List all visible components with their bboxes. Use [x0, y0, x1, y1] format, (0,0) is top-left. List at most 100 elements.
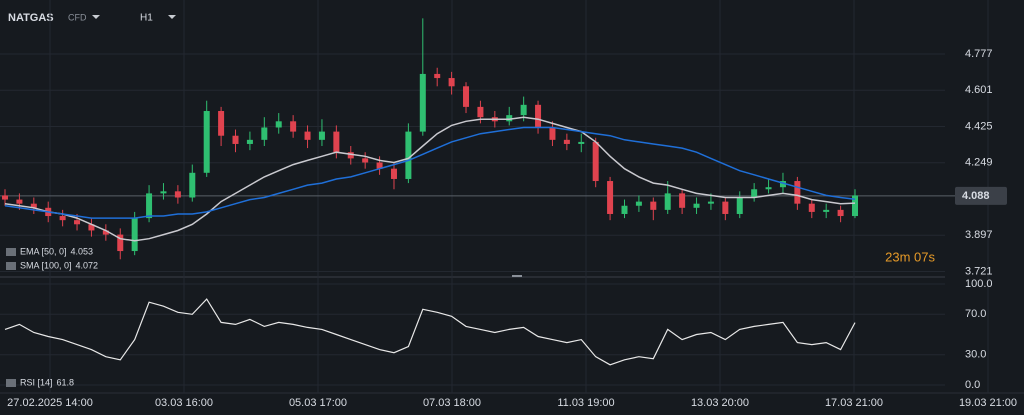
candle-body [160, 191, 167, 194]
candle-body [535, 104, 542, 128]
candle-body [765, 187, 772, 190]
candle-body [232, 135, 239, 144]
candle-body [463, 86, 470, 107]
indicator-line [4, 116, 856, 242]
candle-body [664, 193, 671, 210]
candle-body [794, 181, 801, 204]
timeframe[interactable]: H1 [140, 13, 153, 24]
candle-body [808, 203, 815, 212]
candle-body [419, 73, 426, 132]
plot-layer: 27.02.2025 14:00 03.03 16:00 05.03 17:00 07… [0, 0, 1017, 409]
rsi-line [4, 298, 856, 366]
candle-body [74, 220, 81, 225]
candle-body [448, 78, 455, 87]
panel-resize-handle[interactable] [512, 275, 522, 277]
candle-body [751, 189, 758, 198]
x-tick-label: 03.03 16:00 [155, 397, 213, 409]
legend-icon [6, 248, 16, 256]
y-tick-label: 4.425 [965, 120, 993, 132]
legend-icon [6, 379, 16, 387]
y-tick-label: 4.777 [965, 48, 993, 60]
candle-body [823, 209, 830, 212]
candle-body [376, 162, 383, 169]
candle-body [88, 224, 95, 231]
legend-name: SMA [100, 0] [20, 260, 72, 270]
candle-body [30, 203, 37, 208]
candle-body [506, 115, 513, 122]
candle-body [520, 104, 527, 116]
candle-body [16, 199, 23, 204]
candle-body [174, 191, 181, 198]
x-tick-label: 07.03 18:00 [423, 397, 481, 409]
rsi-legend-value: 61.8 [57, 377, 75, 387]
candle-body [102, 230, 109, 235]
candle-body [117, 234, 124, 252]
candle-body [549, 127, 556, 140]
candle-body [650, 201, 657, 210]
y-tick-label: 4.249 [965, 157, 993, 169]
y-tick-label: 3.897 [965, 229, 993, 241]
rsi-legend-name: RSI [14] [20, 377, 53, 387]
candle-body [290, 121, 297, 132]
candle-body [146, 193, 153, 219]
y-tick-label: 30.0 [965, 349, 986, 361]
candle-body [189, 172, 196, 198]
candle-body [635, 201, 642, 206]
legend-value: 4.053 [71, 246, 94, 256]
candle-body [390, 168, 397, 179]
candle-body [434, 73, 441, 79]
candle-body [837, 209, 844, 217]
candle-body [2, 195, 8, 200]
candle-body [477, 106, 484, 118]
candle-body [246, 139, 253, 144]
legend-name: EMA [50, 0] [20, 246, 67, 256]
y-tick-label: 70.0 [965, 308, 986, 320]
candle-body [261, 127, 268, 140]
candle-body [722, 201, 729, 214]
candle-body [779, 181, 786, 188]
x-tick-label: 27.02.2025 14:00 [7, 397, 93, 409]
timeframe-dropdown[interactable] [168, 15, 176, 19]
candle-body [333, 131, 340, 153]
candle-body [621, 205, 628, 214]
y-tick-label: 3.721 [965, 265, 993, 277]
symbol-dropdown[interactable] [92, 15, 100, 19]
candle-body [318, 131, 325, 140]
candle-body [304, 131, 311, 140]
x-tick-label: 11.03 19:00 [557, 397, 614, 409]
candle-body [131, 218, 138, 252]
candle-body [347, 152, 354, 159]
candle-body [405, 131, 412, 179]
legend-value: 4.072 [76, 260, 99, 270]
x-tick-label: 17.03 21:00 [825, 397, 883, 409]
current-price-label: 4.088 [962, 190, 990, 202]
candle-countdown: 23m 07s [885, 249, 935, 264]
x-tick-label: 19.03 21:00 [959, 397, 1017, 409]
candle-body [679, 193, 686, 208]
candle-body [592, 141, 599, 182]
candle-body [578, 141, 585, 144]
candle-body [218, 111, 225, 136]
y-tick-label: 100.0 [965, 278, 993, 290]
x-tick-label: 13.03 20:00 [691, 397, 749, 409]
candle-body [852, 195, 858, 217]
symbol[interactable]: NATGAS [8, 12, 54, 24]
candle-body [362, 158, 369, 163]
indicator-line [4, 126, 856, 219]
current-price-box [955, 186, 1007, 205]
y-tick-label: 4.601 [965, 84, 993, 96]
legend-icon [6, 262, 16, 270]
candle-body [275, 121, 282, 128]
candle-body [693, 203, 700, 208]
candle-body [607, 181, 614, 214]
candle-body [203, 111, 210, 173]
candle-body [736, 197, 743, 214]
candle-body [59, 216, 66, 221]
x-tick-label: 05.03 17:00 [289, 397, 347, 409]
y-tick-label: 0.0 [965, 379, 980, 391]
instrument-type: CFD [68, 12, 87, 22]
candle-body [563, 139, 570, 144]
candle-body [707, 201, 714, 204]
